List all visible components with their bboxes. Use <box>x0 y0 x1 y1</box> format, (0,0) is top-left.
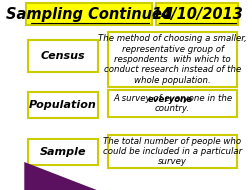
FancyBboxPatch shape <box>107 90 236 117</box>
FancyBboxPatch shape <box>107 32 236 87</box>
FancyBboxPatch shape <box>27 40 97 72</box>
Text: Census: Census <box>40 51 85 61</box>
Text: A survey of everyone in the
country.: A survey of everyone in the country. <box>113 94 231 113</box>
Text: everyone: everyone <box>147 95 192 104</box>
FancyBboxPatch shape <box>156 3 237 25</box>
FancyBboxPatch shape <box>107 135 236 168</box>
Text: Sampling Continued: Sampling Continued <box>6 6 172 21</box>
FancyBboxPatch shape <box>27 139 97 165</box>
FancyBboxPatch shape <box>26 3 151 25</box>
FancyBboxPatch shape <box>27 92 97 118</box>
Text: The method of choosing a smaller,
representative group of
respondents  with whic: The method of choosing a smaller, repres… <box>98 34 246 85</box>
Text: 14/10/2013: 14/10/2013 <box>151 6 242 21</box>
Text: The total number of people who
could be included in a particular
survey: The total number of people who could be … <box>103 137 241 166</box>
Text: Population: Population <box>29 100 96 110</box>
Polygon shape <box>24 162 96 190</box>
Text: Sample: Sample <box>39 147 85 157</box>
